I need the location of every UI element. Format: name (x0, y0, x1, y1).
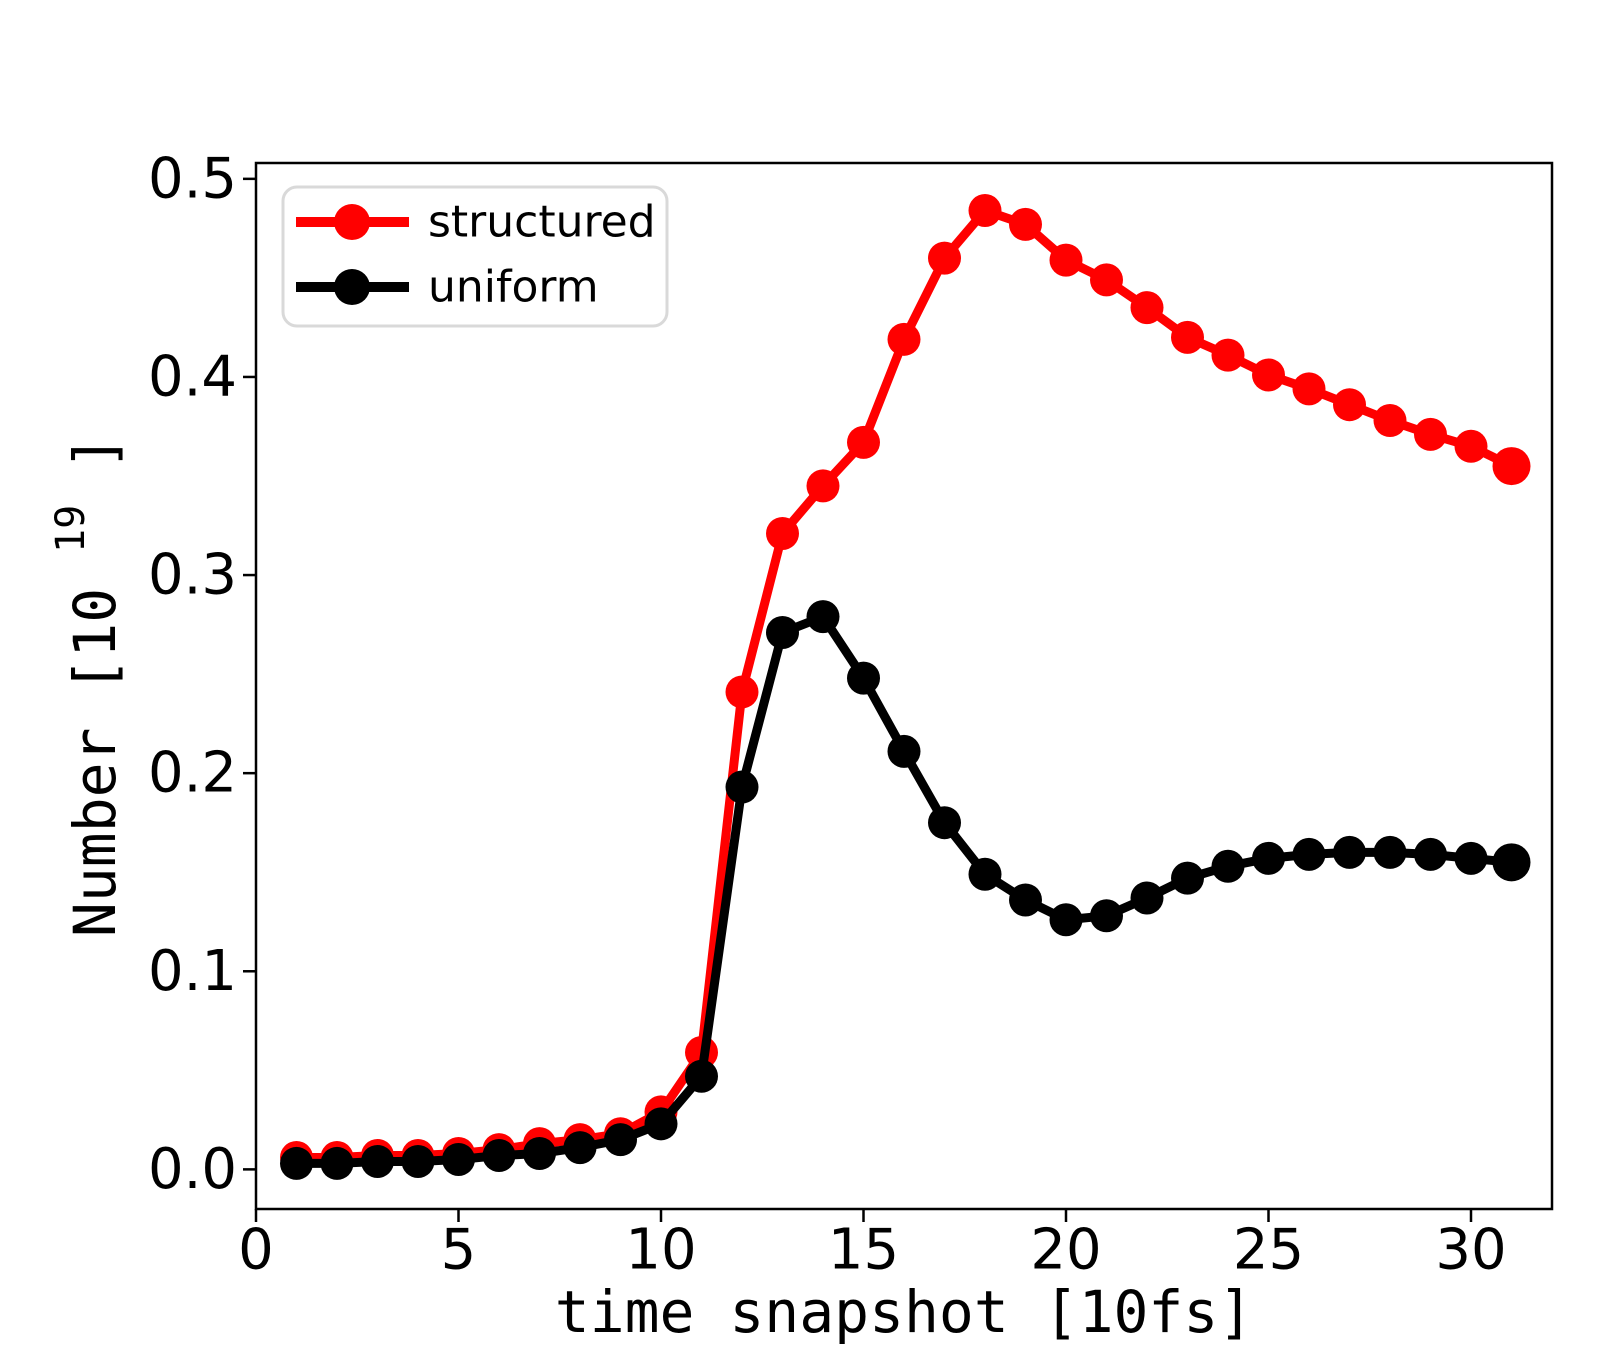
series-uniform-marker (766, 616, 799, 650)
series-structured-marker (1373, 404, 1407, 438)
series-uniform-marker (1454, 841, 1488, 875)
series-uniform-marker (928, 806, 961, 840)
series-uniform-marker (1009, 883, 1042, 917)
series-structured-marker (1009, 207, 1042, 241)
axes-spines (254, 161, 1554, 1211)
legend-label-structured: structured (428, 197, 656, 248)
series-uniform-marker (1414, 837, 1447, 871)
series-uniform-marker (847, 661, 880, 695)
y-axis-label-exponent: 19 (48, 505, 94, 553)
series-structured-marker (1130, 291, 1164, 325)
series-uniform-marker (563, 1131, 597, 1165)
series-uniform-marker (401, 1144, 435, 1178)
series-structured-marker (1333, 388, 1366, 422)
series-uniform-marker (1492, 843, 1531, 882)
axes-layer: 0 5 10 15 20 25 30 0.0 0.1 0.2 0.3 0.4 0.5 (148, 146, 1554, 1283)
series-structured-marker (1090, 263, 1123, 297)
series-structured-marker (1049, 243, 1083, 277)
series-structured-marker (766, 516, 799, 550)
x-tick-label: 30 (1435, 1218, 1506, 1283)
series-structured-marker (1414, 417, 1447, 451)
series-uniform-marker (523, 1137, 556, 1171)
series-uniform-marker (482, 1139, 516, 1173)
series-uniform-marker (361, 1144, 394, 1178)
series-uniform-marker (968, 857, 1002, 891)
series-uniform-marker (1252, 841, 1285, 875)
series-structured-marker (1171, 320, 1204, 354)
series-uniform-marker (1090, 899, 1123, 933)
series-structured-marker (968, 194, 1002, 228)
series-uniform-marker (280, 1146, 313, 1180)
legend-label-uniform: uniform (428, 262, 599, 313)
series-uniform-marker (1049, 903, 1083, 937)
x-tick-label: 0 (238, 1218, 274, 1283)
series-uniform-marker (806, 600, 840, 634)
series-structured-marker (1492, 447, 1531, 486)
series-structured-marker (1211, 338, 1245, 372)
x-tick-label: 5 (441, 1218, 477, 1283)
y-tick-label: 0.1 (148, 939, 237, 1004)
series-uniform-marker (442, 1142, 475, 1176)
series-uniform-marker (320, 1146, 354, 1180)
y-tick-label: 0.5 (148, 146, 237, 211)
series-uniform-marker (1171, 861, 1204, 895)
series-uniform-marker (1211, 849, 1245, 883)
series-structured-marker (928, 241, 961, 275)
x-axis-label: time snapshot [10fs] (555, 1278, 1253, 1346)
x-tick-label: 25 (1233, 1218, 1304, 1283)
series-uniform-marker (1130, 881, 1164, 915)
y-axis-label-close: ] (61, 435, 129, 470)
series-uniform-marker (685, 1059, 718, 1093)
series-structured-marker (1454, 429, 1488, 463)
x-tick-label: 15 (828, 1218, 899, 1283)
series-uniform-marker (604, 1123, 637, 1157)
series-uniform-line (292, 612, 1516, 1168)
series-uniform-marker (725, 770, 759, 804)
y-tick-label: 0.2 (148, 741, 237, 806)
series-structured-marker (725, 675, 759, 709)
series-uniform-marker (1373, 835, 1407, 869)
series-layer (280, 194, 1531, 1180)
series-structured-marker (1292, 372, 1326, 406)
y-tick-label: 0.3 (148, 543, 237, 608)
legend-marker-uniform (334, 269, 370, 305)
series-structured-marker (1252, 358, 1285, 392)
x-tick-label: 20 (1030, 1218, 1101, 1283)
series-uniform-marker (887, 734, 921, 768)
series-uniform-marker (644, 1107, 678, 1141)
series-uniform-marker (1292, 837, 1326, 871)
legend: structured uniform (281, 185, 669, 328)
series-structured-marker (806, 469, 840, 503)
series-uniform-marker (1333, 835, 1366, 869)
y-axis-label-base: Number [10 (61, 588, 129, 937)
legend-marker-structured (334, 204, 370, 240)
series-structured-marker (847, 425, 880, 459)
series-structured-marker (887, 322, 921, 356)
y-tick-label: 0.0 (148, 1137, 237, 1202)
y-axis-label: Number [10 19 ] (37, 435, 129, 937)
y-tick-label: 0.4 (148, 344, 237, 409)
x-tick-label: 10 (625, 1218, 696, 1283)
